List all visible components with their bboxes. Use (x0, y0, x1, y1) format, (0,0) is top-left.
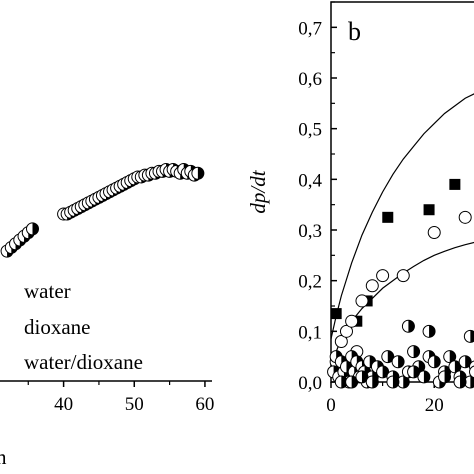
panel-a-x-axis-title: n (0, 445, 7, 469)
panel-a-x-tick-label: 60 (195, 394, 214, 415)
panel-b-frame (330, 1, 474, 383)
panel-b-point-dioxane (458, 210, 472, 224)
panel-b-point-water (382, 211, 394, 223)
panel-a-point (26, 222, 40, 236)
panel-b-point-water-dioxane (422, 324, 436, 338)
panel-b-x-tick-label: 20 (425, 395, 444, 416)
panel-b-y-tick-label: 0,2 (298, 272, 322, 293)
legend: water dioxane water/dioxane (24, 279, 143, 374)
panel-b-point-water-dioxane (453, 375, 467, 389)
panel-b-point-water-dioxane (463, 329, 474, 343)
panel-b-x-tick-label: 0 (326, 395, 336, 416)
panel-b-point-water (423, 204, 435, 216)
panel-b-point-water-dioxane (443, 350, 457, 364)
panel-b-point-dioxane (376, 269, 390, 283)
panel-b-point-dioxane (345, 314, 359, 328)
panel-b-point-water-dioxane (386, 375, 400, 389)
panel-a-points (0, 163, 205, 258)
panel-b-point-water-dioxane (407, 365, 421, 379)
panel-b: 0,0 0,1 0,2 0,3 0,4 0,5 0,6 0,7 0 20 b dp/dt (246, 1, 474, 416)
panel-b-point-water-dioxane (463, 375, 474, 389)
panel-b-point-dioxane (396, 269, 410, 283)
panel-b-point-water-dioxane (427, 355, 441, 369)
panel-b-point-dioxane (365, 279, 379, 293)
panel-b-point-water (330, 308, 342, 320)
panel-b-point-dioxane (355, 294, 369, 308)
panel-b-point-dioxane (427, 226, 441, 240)
panel-b-point-dioxane (334, 334, 348, 348)
panel-b-y-tick-label: 0,1 (298, 322, 322, 343)
panel-b-point-water-dioxane (438, 370, 452, 384)
panel-b-y-ticks: 0,0 0,1 0,2 0,3 0,4 0,5 0,6 0,7 (298, 1, 337, 394)
panel-b-points (327, 178, 474, 389)
panel-b-fit-curve (330, 93, 474, 340)
panel-b-point-water-dioxane (365, 375, 379, 389)
panel-a: 40 50 60 water dioxane water/dioxane n (0, 163, 214, 469)
panel-b-y-tick-label: 0,4 (298, 170, 322, 191)
panel-b-point-water-dioxane (407, 345, 421, 359)
panel-b-point-water-dioxane (391, 355, 405, 369)
panel-b-point-water-dioxane (396, 375, 410, 389)
panel-b-point-water-dioxane (401, 319, 415, 333)
panel-b-point-water (449, 178, 461, 190)
panel-b-y-tick-label: 0,7 (298, 18, 322, 39)
panel-b-y-axis-title: dp/dt (246, 169, 270, 213)
panel-b-point-water-dioxane (469, 365, 474, 379)
panel-a-x-tick-label: 40 (54, 394, 73, 415)
panel-b-point-dioxane (339, 324, 353, 338)
panel-a-x-tick-label: 50 (125, 394, 144, 415)
legend-entry-water: water (24, 279, 71, 303)
legend-entry-dioxane: dioxane (24, 315, 90, 339)
panel-b-y-tick-label: 0,6 (298, 69, 322, 90)
panel-a-x-ticks: 40 50 60 (27, 381, 214, 415)
panel-b-point-water-dioxane (417, 370, 431, 384)
panel-a-point (191, 166, 205, 180)
legend-entry-water-dioxane: water/dioxane (24, 350, 143, 374)
panel-label-b: b (348, 17, 361, 46)
panel-b-y-tick-label: 0,5 (298, 120, 322, 141)
panel-b-y-tick-label: 0,3 (298, 221, 322, 242)
panel-b-y-tick-label: 0,0 (298, 373, 322, 394)
